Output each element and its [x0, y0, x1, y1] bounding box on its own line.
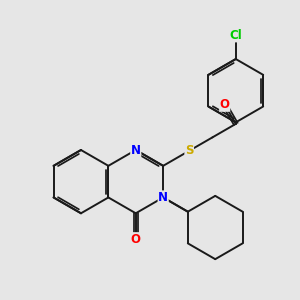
Text: O: O: [131, 233, 141, 246]
Text: S: S: [185, 144, 194, 157]
Text: N: N: [158, 191, 168, 204]
Text: N: N: [131, 143, 141, 157]
Text: Cl: Cl: [230, 29, 242, 42]
Text: O: O: [220, 98, 230, 111]
